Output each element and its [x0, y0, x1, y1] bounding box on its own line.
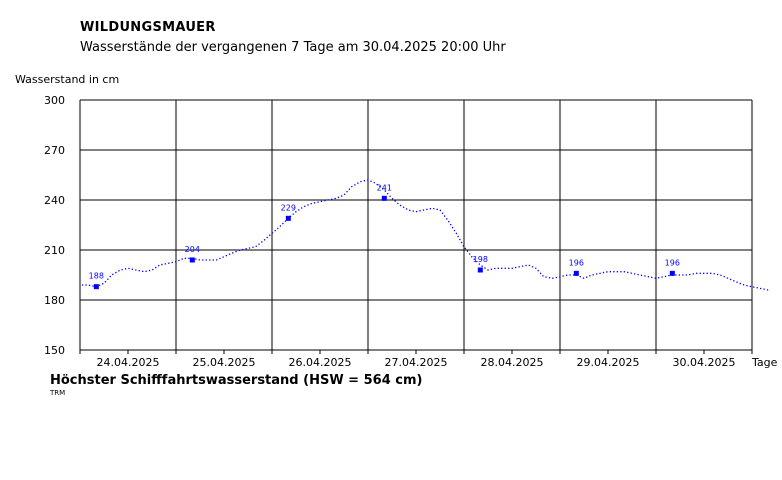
water-level-series — [81, 179, 769, 291]
daily-marker — [477, 267, 483, 273]
y-tick-label: 210 — [44, 244, 65, 257]
daily-marker — [669, 270, 675, 276]
chart-subtitle: Wasserstände der vergangenen 7 Tage am 3… — [80, 40, 506, 55]
trm-note: TRM — [50, 389, 66, 397]
hsw-note: Höchster Schifffahrtswasserstand (HSW = … — [50, 373, 423, 388]
x-tick-label: 26.04.2025 — [289, 356, 352, 369]
axis-ticks: 150 180 210 240 270 300 24.04.2025 25.04.2025 26… — [44, 94, 753, 369]
x-tick-label: 30.04.2025 — [673, 356, 736, 369]
grid — [79, 99, 753, 351]
station-title: WILDUNGSMAUER — [80, 20, 216, 35]
x-tick-label: 29.04.2025 — [577, 356, 640, 369]
marker-label: 198 — [473, 255, 488, 264]
daily-marker — [381, 195, 387, 201]
x-tick-label: 27.04.2025 — [385, 356, 448, 369]
x-axis-label: Tage — [751, 356, 778, 369]
y-axis-label: Wasserstand in cm — [15, 73, 120, 86]
daily-markers: 188 204 229 241 198 196 196 — [89, 183, 680, 290]
daily-marker — [573, 270, 579, 276]
x-tick-label: 25.04.2025 — [193, 356, 256, 369]
marker-label: 229 — [281, 203, 296, 212]
y-tick-label: 150 — [44, 344, 65, 357]
x-tick-label: 24.04.2025 — [97, 356, 160, 369]
daily-marker — [93, 284, 99, 290]
y-tick-label: 270 — [44, 144, 65, 157]
marker-label: 188 — [89, 272, 104, 281]
x-tick-label: 28.04.2025 — [481, 356, 544, 369]
marker-label: 241 — [377, 183, 392, 192]
marker-label: 204 — [185, 245, 200, 254]
daily-marker — [285, 215, 291, 221]
marker-label: 196 — [665, 258, 680, 267]
y-tick-label: 240 — [44, 194, 65, 207]
marker-label: 196 — [569, 258, 584, 267]
y-tick-label: 180 — [44, 294, 65, 307]
water-level-line — [81, 179, 769, 291]
y-tick-label: 300 — [44, 94, 65, 107]
daily-marker — [189, 257, 195, 263]
